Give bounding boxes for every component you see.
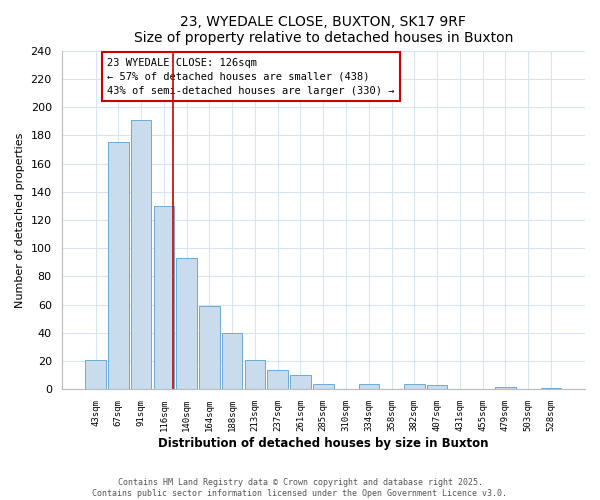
Bar	[176, 258, 197, 390]
Bar	[427, 385, 448, 390]
Y-axis label: Number of detached properties: Number of detached properties	[15, 132, 25, 308]
Bar	[495, 386, 515, 390]
Bar	[359, 384, 379, 390]
Bar	[154, 206, 174, 390]
Text: Contains HM Land Registry data © Crown copyright and database right 2025.
Contai: Contains HM Land Registry data © Crown c…	[92, 478, 508, 498]
Bar	[404, 384, 425, 390]
Title: 23, WYEDALE CLOSE, BUXTON, SK17 9RF
Size of property relative to detached houses: 23, WYEDALE CLOSE, BUXTON, SK17 9RF Size…	[134, 15, 513, 45]
Bar	[85, 360, 106, 390]
Bar	[199, 306, 220, 390]
Bar	[131, 120, 151, 390]
X-axis label: Distribution of detached houses by size in Buxton: Distribution of detached houses by size …	[158, 437, 488, 450]
Bar	[290, 376, 311, 390]
Bar	[313, 384, 334, 390]
Bar	[108, 142, 128, 390]
Text: 23 WYEDALE CLOSE: 126sqm
← 57% of detached houses are smaller (438)
43% of semi-: 23 WYEDALE CLOSE: 126sqm ← 57% of detach…	[107, 58, 394, 96]
Bar	[245, 360, 265, 390]
Bar	[541, 388, 561, 390]
Bar	[222, 333, 242, 390]
Bar	[268, 370, 288, 390]
